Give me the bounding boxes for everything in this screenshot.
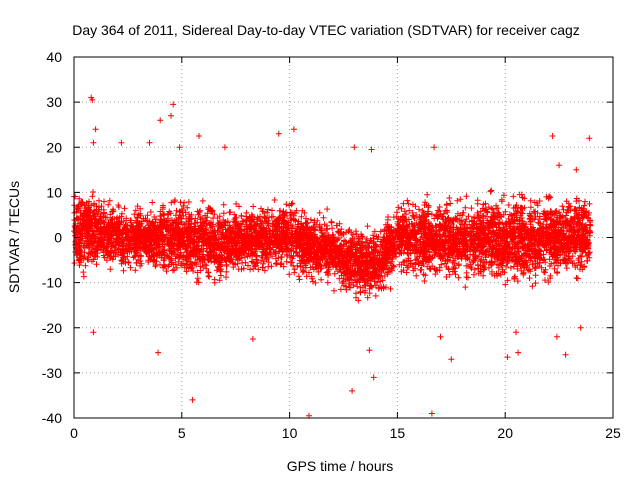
series-points bbox=[71, 94, 594, 419]
y-axis-label: SDTVAR / TECUs bbox=[6, 181, 22, 293]
y-tick-label: 10 bbox=[46, 184, 62, 200]
y-tick-label: -10 bbox=[42, 275, 62, 291]
x-tick-label: 25 bbox=[605, 425, 621, 441]
axis-ticks bbox=[73, 56, 614, 419]
y-tick-label: -40 bbox=[42, 410, 62, 426]
y-tick-label: 30 bbox=[46, 94, 62, 110]
x-tick-label: 20 bbox=[497, 425, 513, 441]
y-tick-label: 40 bbox=[46, 49, 62, 65]
x-axis-label: GPS time / hours bbox=[287, 458, 394, 474]
chart-title: Day 364 of 2011, Sidereal Day-to-day VTE… bbox=[72, 22, 580, 38]
x-tick-label: 0 bbox=[70, 425, 78, 441]
x-tick-label: 10 bbox=[282, 425, 298, 441]
x-tick-label: 15 bbox=[390, 425, 406, 441]
x-tick-labels: 0 5 10 15 20 25 bbox=[70, 425, 621, 441]
x-tick-label: 5 bbox=[178, 425, 186, 441]
y-tick-label: 20 bbox=[46, 139, 62, 155]
y-tick-label: -30 bbox=[42, 365, 62, 381]
y-tick-label: 0 bbox=[54, 230, 62, 246]
data-points bbox=[71, 94, 594, 419]
y-tick-label: -20 bbox=[42, 320, 62, 336]
y-tick-labels: 40 30 20 10 0 -10 -20 -30 -40 bbox=[42, 49, 62, 426]
